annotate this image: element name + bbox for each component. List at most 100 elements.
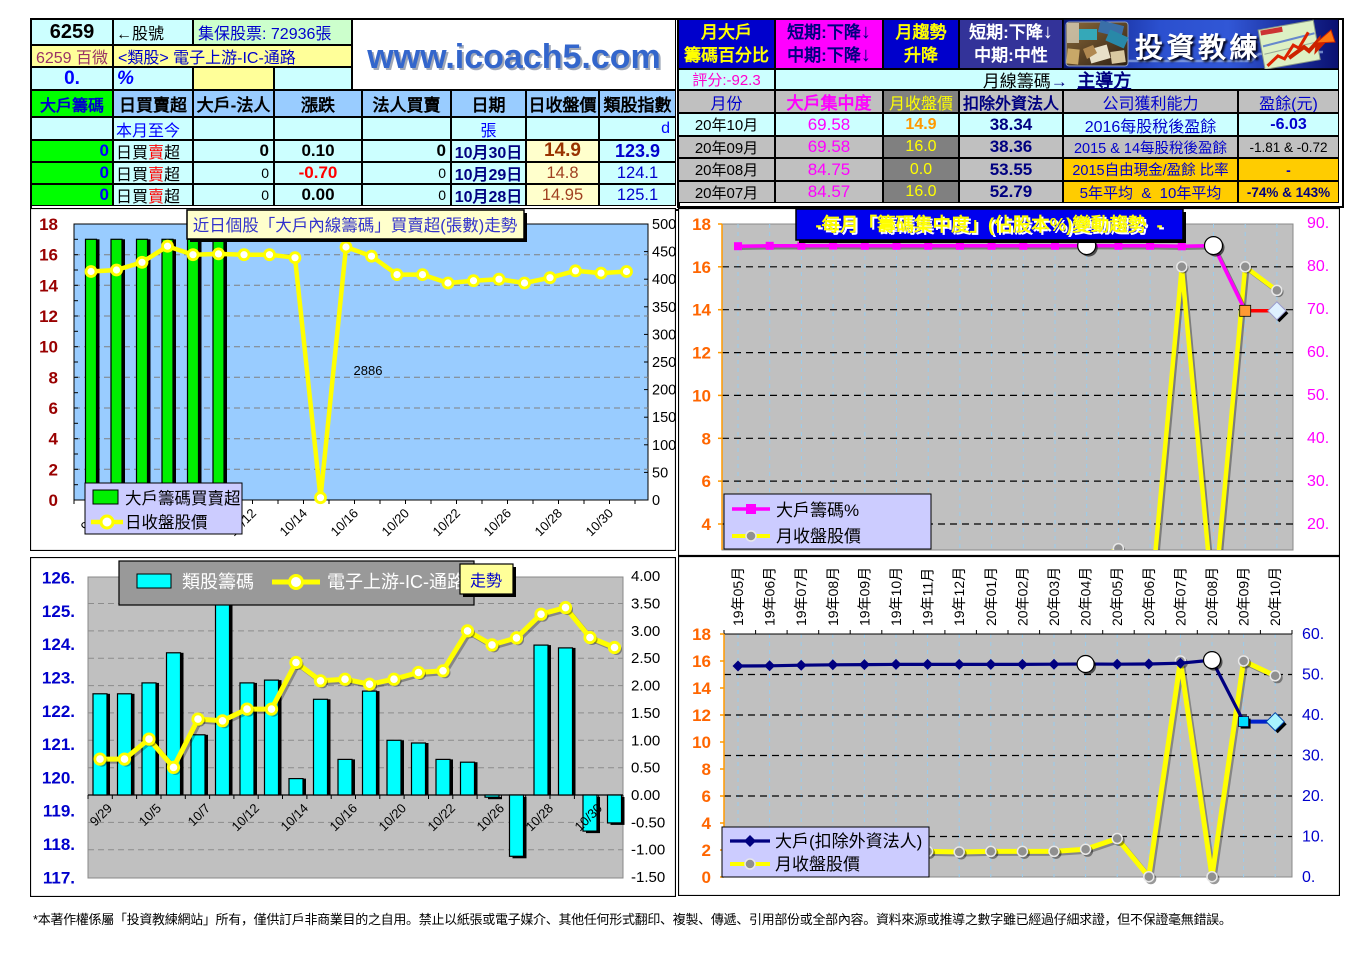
- svg-text:10: 10: [692, 386, 711, 405]
- svg-text:50.: 50.: [1307, 387, 1329, 404]
- svg-text:19年09月: 19年09月: [856, 567, 872, 626]
- svg-text:50.: 50.: [1302, 667, 1324, 684]
- svg-text:4.00: 4.00: [631, 568, 660, 585]
- svg-text:120.: 120.: [42, 768, 75, 787]
- svg-text:19年05月: 19年05月: [730, 567, 746, 626]
- svg-text:大戶(扣除外資法人): 大戶(扣除外資法人): [775, 832, 922, 851]
- svg-text:大戶籌碼%: 大戶籌碼%: [776, 501, 859, 520]
- svg-text:118.: 118.: [43, 835, 75, 854]
- svg-text:16: 16: [692, 258, 711, 277]
- svg-text:2: 2: [49, 460, 58, 479]
- svg-text:20年09月: 20年09月: [1236, 567, 1252, 626]
- svg-text:14: 14: [39, 276, 58, 295]
- svg-text:126.: 126.: [42, 569, 75, 588]
- svg-text:80.: 80.: [1307, 258, 1329, 275]
- svg-text:12: 12: [692, 344, 711, 363]
- svg-text:18: 18: [39, 215, 58, 234]
- svg-text:8: 8: [702, 429, 711, 448]
- svg-text:-1.50: -1.50: [631, 869, 665, 886]
- svg-text:121.: 121.: [42, 735, 75, 754]
- svg-text:19年06月: 19年06月: [762, 567, 778, 626]
- svg-text:19年11月: 19年11月: [920, 568, 936, 626]
- svg-text:40.: 40.: [1307, 430, 1329, 447]
- svg-text:4: 4: [702, 515, 712, 534]
- svg-text:0.50: 0.50: [631, 760, 660, 777]
- svg-text:20年03月: 20年03月: [1046, 567, 1062, 626]
- svg-text:117.: 117.: [43, 868, 75, 887]
- svg-text:60.: 60.: [1302, 626, 1324, 643]
- svg-text:119.: 119.: [43, 802, 75, 821]
- svg-text:日收盤股價: 日收盤股價: [125, 513, 208, 532]
- svg-text:20年02月: 20年02月: [1014, 567, 1030, 626]
- svg-text:50: 50: [652, 465, 668, 481]
- svg-text:250: 250: [652, 355, 676, 371]
- svg-text:0.00: 0.00: [631, 787, 660, 804]
- svg-text:0: 0: [652, 493, 660, 509]
- svg-text:20年06月: 20年06月: [1141, 567, 1157, 626]
- svg-text:30.: 30.: [1302, 748, 1324, 765]
- svg-text:10.: 10.: [1302, 829, 1324, 846]
- svg-text:20.: 20.: [1307, 516, 1329, 533]
- svg-text:12: 12: [692, 706, 711, 725]
- svg-text:18: 18: [692, 215, 711, 234]
- svg-text:6: 6: [702, 472, 711, 491]
- svg-text:月收盤股價: 月收盤股價: [775, 855, 860, 874]
- svg-text:8: 8: [49, 368, 58, 387]
- svg-text:20年08月: 20年08月: [1204, 567, 1220, 626]
- svg-text:122.: 122.: [42, 702, 75, 721]
- svg-text:2.50: 2.50: [631, 650, 660, 667]
- svg-text:類股籌碼: 類股籌碼: [182, 572, 254, 592]
- svg-text:3.50: 3.50: [631, 596, 660, 613]
- svg-text:1.00: 1.00: [631, 732, 660, 749]
- svg-text:6: 6: [702, 787, 711, 806]
- svg-text:4: 4: [702, 814, 712, 833]
- svg-text:近日個股「大戶內線籌碼」買賣超(張數)走勢: 近日個股「大戶內線籌碼」買賣超(張數)走勢: [193, 216, 518, 235]
- svg-text:350: 350: [652, 300, 676, 316]
- svg-text:18: 18: [692, 625, 711, 644]
- svg-text:20年10月: 20年10月: [1267, 567, 1283, 626]
- svg-text:16: 16: [692, 652, 711, 671]
- svg-text:70.: 70.: [1307, 301, 1329, 318]
- svg-text:19年08月: 19年08月: [825, 567, 841, 626]
- svg-text:14: 14: [692, 679, 711, 698]
- svg-text:90.: 90.: [1307, 215, 1329, 232]
- svg-text:60.: 60.: [1307, 344, 1329, 361]
- svg-text:1.50: 1.50: [631, 705, 660, 722]
- svg-text:-0.50: -0.50: [631, 814, 665, 831]
- svg-text:14: 14: [692, 301, 711, 320]
- svg-text:100: 100: [652, 438, 676, 454]
- svg-text:300: 300: [652, 327, 676, 343]
- svg-text:123.: 123.: [42, 669, 75, 688]
- svg-text:30.: 30.: [1307, 473, 1329, 490]
- svg-text:10: 10: [692, 733, 711, 752]
- svg-text:12: 12: [39, 307, 58, 326]
- svg-text:19年12月: 19年12月: [951, 567, 967, 626]
- svg-text:2886: 2886: [354, 363, 383, 378]
- svg-text:500: 500: [652, 217, 676, 233]
- svg-text:6: 6: [49, 399, 58, 418]
- svg-text:450: 450: [652, 245, 676, 261]
- svg-text:10: 10: [39, 338, 58, 357]
- svg-text:400: 400: [652, 272, 676, 288]
- svg-text:走勢: 走勢: [470, 572, 502, 590]
- svg-text:4: 4: [49, 430, 59, 449]
- svg-text:2: 2: [702, 841, 711, 860]
- svg-text:8: 8: [702, 760, 711, 779]
- svg-text:20年01月: 20年01月: [983, 567, 999, 626]
- svg-text:40.: 40.: [1302, 707, 1324, 724]
- svg-text:19年10月: 19年10月: [888, 567, 904, 626]
- svg-text:0.: 0.: [1302, 869, 1315, 886]
- svg-text:電子上游-IC-通路: 電子上游-IC-通路: [327, 572, 465, 592]
- svg-text:20年04月: 20年04月: [1078, 567, 1094, 626]
- svg-text:-1.00: -1.00: [631, 842, 665, 859]
- svg-text:3.00: 3.00: [631, 623, 660, 640]
- svg-text:月收盤股價: 月收盤股價: [776, 527, 861, 546]
- svg-text:20年05月: 20年05月: [1109, 567, 1125, 626]
- svg-text:150: 150: [652, 410, 676, 426]
- svg-text:0: 0: [702, 868, 711, 887]
- svg-text:20年07月: 20年07月: [1172, 567, 1188, 626]
- svg-text:2.00: 2.00: [631, 678, 660, 695]
- svg-text:0: 0: [49, 491, 58, 510]
- svg-text:20.: 20.: [1302, 788, 1324, 805]
- svg-text:200: 200: [652, 383, 676, 399]
